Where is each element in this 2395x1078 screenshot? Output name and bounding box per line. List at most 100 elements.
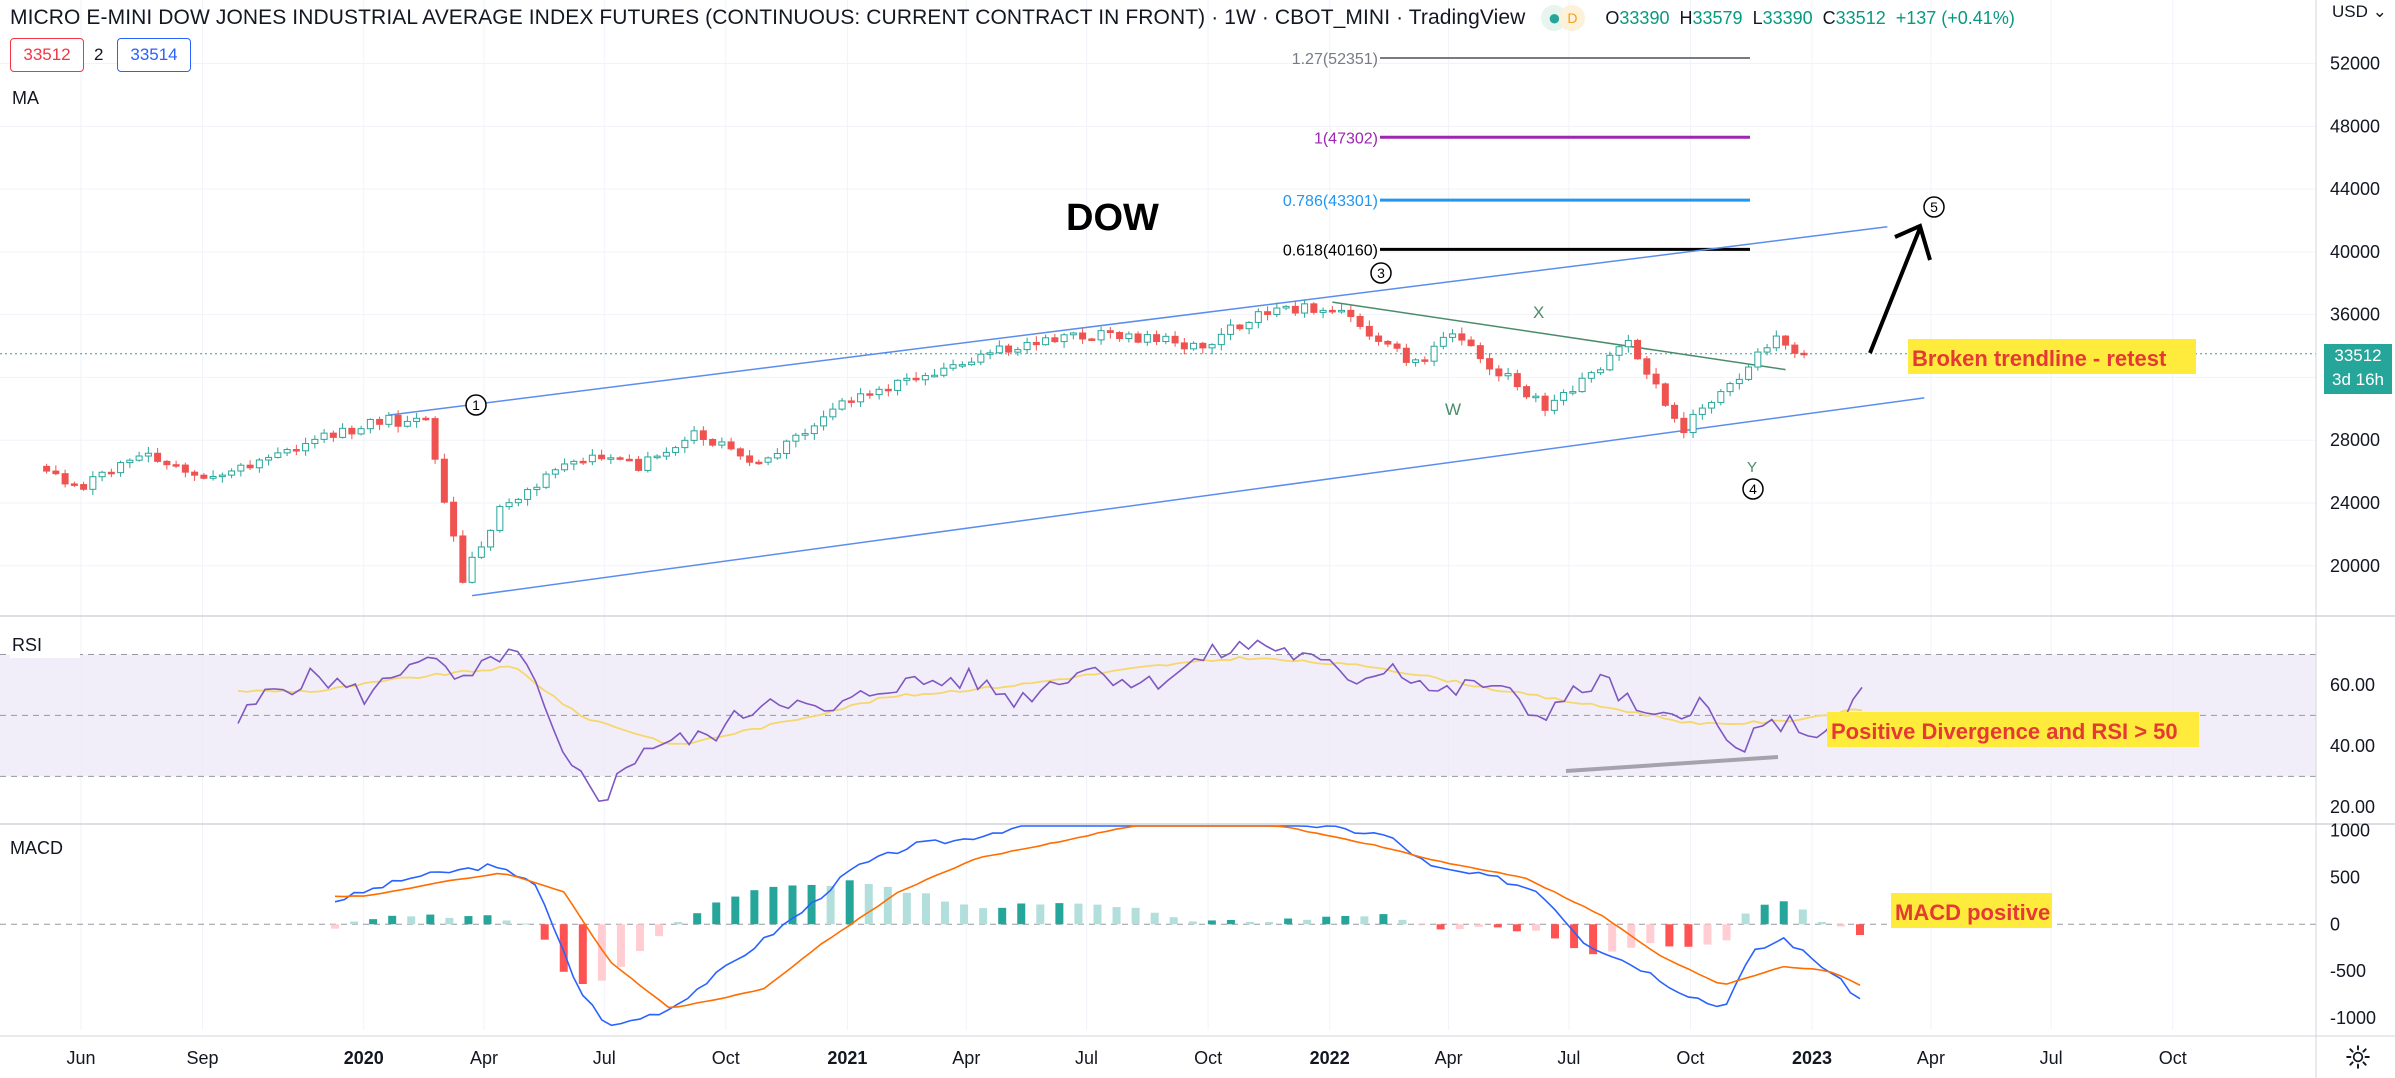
candle [1106, 327, 1114, 339]
candle [450, 496, 458, 542]
macd-histogram-bar [750, 890, 759, 925]
macd-histogram-bar [1531, 924, 1540, 931]
candle [653, 454, 661, 460]
candle [292, 444, 300, 456]
candle [1097, 326, 1105, 345]
fibonacci-levels[interactable]: 1.27(52351) 1(47302) 0.786(43301) 0.618(401… [1283, 51, 1750, 259]
candle [1375, 332, 1383, 346]
wave-number: 4 [1749, 481, 1757, 497]
macd-histogram-bar [1551, 924, 1559, 939]
candle-body [459, 535, 467, 583]
candle-body [1661, 383, 1669, 406]
rsi-tick-label: 20.00 [2330, 797, 2375, 817]
candle [154, 448, 162, 463]
candle-body [1347, 309, 1355, 317]
delayed-data-badge[interactable]: D [1559, 5, 1586, 31]
candle [736, 447, 744, 460]
candle [699, 426, 707, 446]
candle [1005, 343, 1013, 356]
macd-histogram-bar [807, 884, 816, 925]
annotations[interactable]: DOW 1 3 4 5 W X Y Broken trendline - retest Posit… [465, 196, 2199, 928]
macd-histogram-bar [1570, 924, 1579, 949]
gear-icon[interactable] [2345, 1044, 2371, 1070]
candle-body [1042, 337, 1050, 346]
candle-body [1421, 359, 1429, 362]
candle [468, 551, 476, 584]
candle-body [1800, 352, 1808, 356]
macd-histogram-bar [1017, 903, 1026, 925]
candle-body [302, 443, 310, 452]
macd-histogram-bar [540, 924, 549, 940]
candle [1782, 335, 1790, 350]
candle-body [1125, 333, 1133, 340]
rsi-legend[interactable]: RSI [10, 633, 81, 658]
candle [625, 454, 633, 462]
candle [1134, 331, 1142, 344]
macd-histogram-bar [559, 924, 568, 972]
candle [329, 430, 337, 442]
candle-body [505, 502, 513, 508]
symbol-title[interactable]: MICRO E-MINI DOW JONES INDUSTRIAL AVERAG… [10, 6, 1526, 29]
candle-body [1624, 339, 1632, 348]
candle [1698, 404, 1706, 420]
highlight-text: MACD positive [1895, 900, 2050, 925]
positive-divergence-note: Positive Divergence and RSI > 50 [1827, 712, 2199, 747]
x-tick-label: 2020 [344, 1048, 384, 1068]
candle [1051, 333, 1059, 343]
candle [487, 529, 495, 551]
macd-histogram-bar [979, 908, 988, 925]
candle-body [1698, 407, 1706, 415]
candle [1301, 299, 1309, 318]
candle [117, 460, 125, 477]
candle-body [1051, 337, 1059, 343]
candle-body [1615, 346, 1623, 356]
candle [302, 437, 310, 456]
candle-body [1143, 334, 1151, 343]
candle [191, 470, 199, 482]
candle [1643, 356, 1651, 380]
macd-legend[interactable]: MACD [10, 838, 63, 858]
pane-separators [0, 615, 2395, 825]
candle [376, 416, 384, 431]
candle [1523, 384, 1531, 400]
candle-body [801, 433, 809, 436]
candle [847, 396, 855, 408]
candle [1282, 305, 1290, 311]
macd-pane [0, 825, 2316, 1027]
target-arrow-head [1894, 223, 1932, 261]
candle [570, 459, 578, 471]
candle-body [1180, 342, 1188, 350]
candle [524, 487, 532, 506]
candle-body [847, 400, 855, 403]
candle-body [561, 463, 569, 471]
dow-label: DOW [1066, 197, 1159, 239]
candle-body [292, 449, 300, 452]
highlight-box [1908, 339, 2196, 374]
sell-button[interactable]: 33512 [10, 38, 84, 72]
candle [1328, 305, 1336, 314]
quantity-value[interactable]: 2 [94, 45, 104, 64]
wave-number: 5 [1930, 199, 1938, 215]
candle-body [1587, 372, 1595, 379]
macd-histogram-bar [769, 886, 778, 925]
candle [829, 402, 837, 421]
candle-body [1735, 378, 1743, 385]
macd-histogram-bar [616, 924, 625, 967]
candle-body [274, 452, 282, 458]
candle-body [385, 414, 393, 425]
candle [1708, 400, 1716, 414]
candle [1153, 330, 1161, 346]
candle-body [1208, 344, 1216, 349]
candle-body [607, 457, 615, 460]
candle [431, 416, 439, 464]
candle-body [1301, 303, 1309, 314]
currency-selector[interactable]: USD ⌄ [2332, 2, 2387, 21]
candle [672, 445, 680, 456]
macd-histogram [331, 880, 1864, 985]
candle [1060, 333, 1068, 348]
candle [912, 372, 920, 383]
buy-button[interactable]: 33514 [117, 38, 191, 72]
ma-legend[interactable]: MA [12, 88, 39, 108]
macd-histogram-bar [636, 924, 644, 952]
